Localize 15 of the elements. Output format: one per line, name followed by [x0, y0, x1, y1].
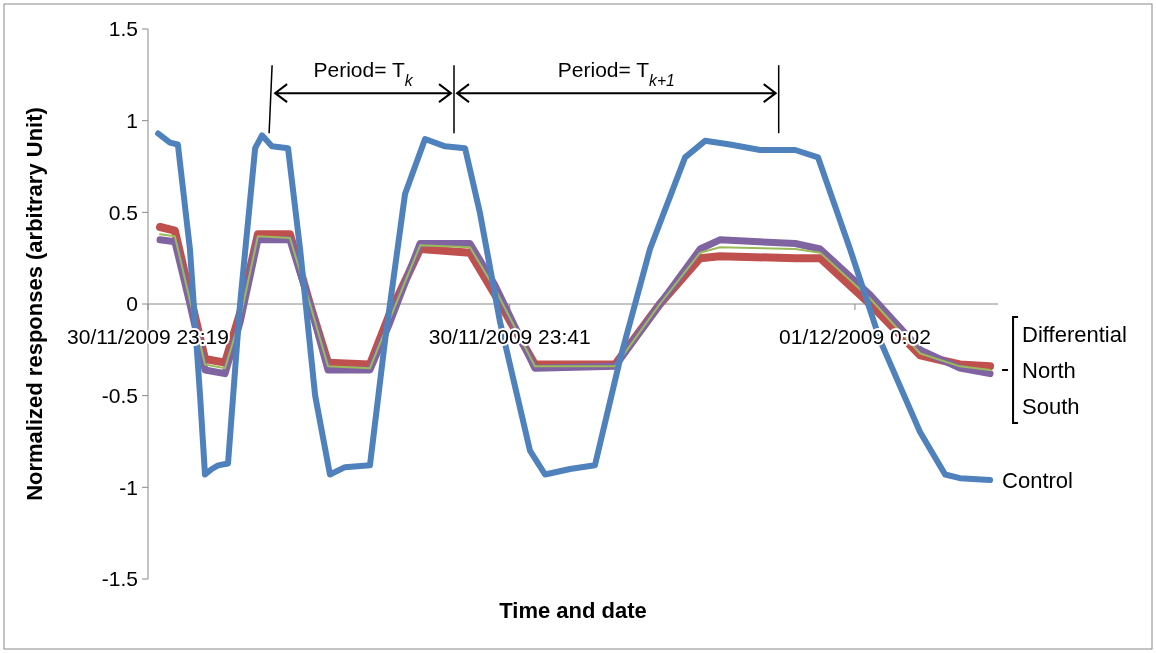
y-tick-label: 1.5	[108, 17, 138, 41]
annotation: Period= T$_{k+1}$	[557, 58, 675, 89]
y-tick-label: 1	[126, 109, 138, 133]
y-tick-label: -1.5	[101, 567, 138, 591]
series-label: Control	[1002, 467, 1073, 493]
y-axis-title: Normalized responses (arbitrary Unit)	[22, 107, 47, 501]
annotation: Period= T$_{k}$	[313, 58, 414, 89]
y-tick-label: 0.5	[108, 200, 138, 224]
y-tick-label: 0	[126, 292, 138, 316]
x-axis-title: Time and date	[499, 598, 647, 623]
y-tick-label: -1	[119, 475, 138, 499]
y-tick-label: -0.5	[101, 384, 138, 408]
series-label: Differential	[1022, 321, 1127, 347]
series-label: North	[1022, 357, 1076, 383]
series-label: South	[1022, 393, 1080, 419]
